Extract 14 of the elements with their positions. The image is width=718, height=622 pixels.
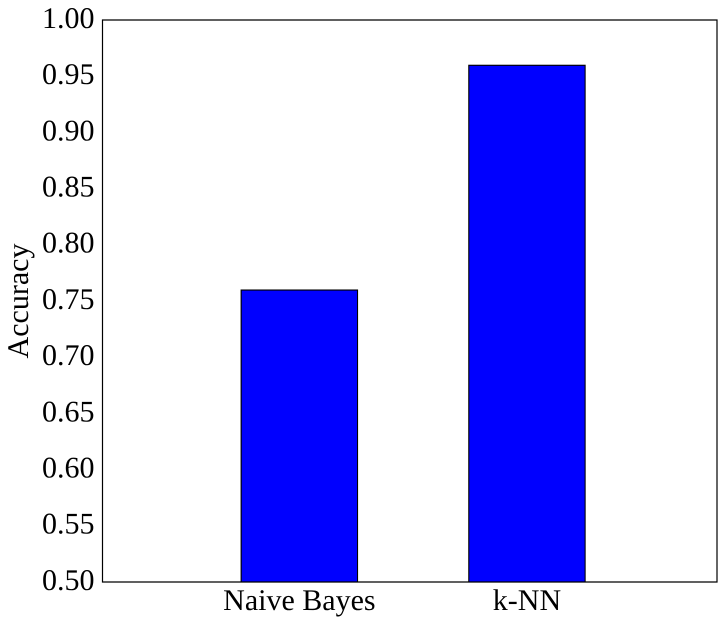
y-tick-label: 0.65 bbox=[42, 395, 94, 428]
y-tick-label: 0.90 bbox=[42, 114, 94, 148]
y-axis-title: Accuracy bbox=[2, 244, 35, 358]
y-tick-label: 1.00 bbox=[42, 2, 94, 35]
y-tick-label: 0.85 bbox=[42, 170, 94, 204]
y-tick-label: 0.80 bbox=[42, 226, 94, 260]
x-tick-label: Naive Bayes bbox=[223, 584, 376, 617]
y-tick-label: 0.60 bbox=[42, 451, 94, 484]
y-tick-label: 0.50 bbox=[42, 564, 94, 597]
y-tick-label: 0.55 bbox=[42, 508, 94, 541]
y-tick-label: 0.95 bbox=[42, 58, 94, 92]
x-tick-label: k-NN bbox=[492, 584, 562, 617]
y-tick-label: 0.75 bbox=[42, 282, 94, 316]
y-tick-label: 0.70 bbox=[42, 339, 94, 372]
